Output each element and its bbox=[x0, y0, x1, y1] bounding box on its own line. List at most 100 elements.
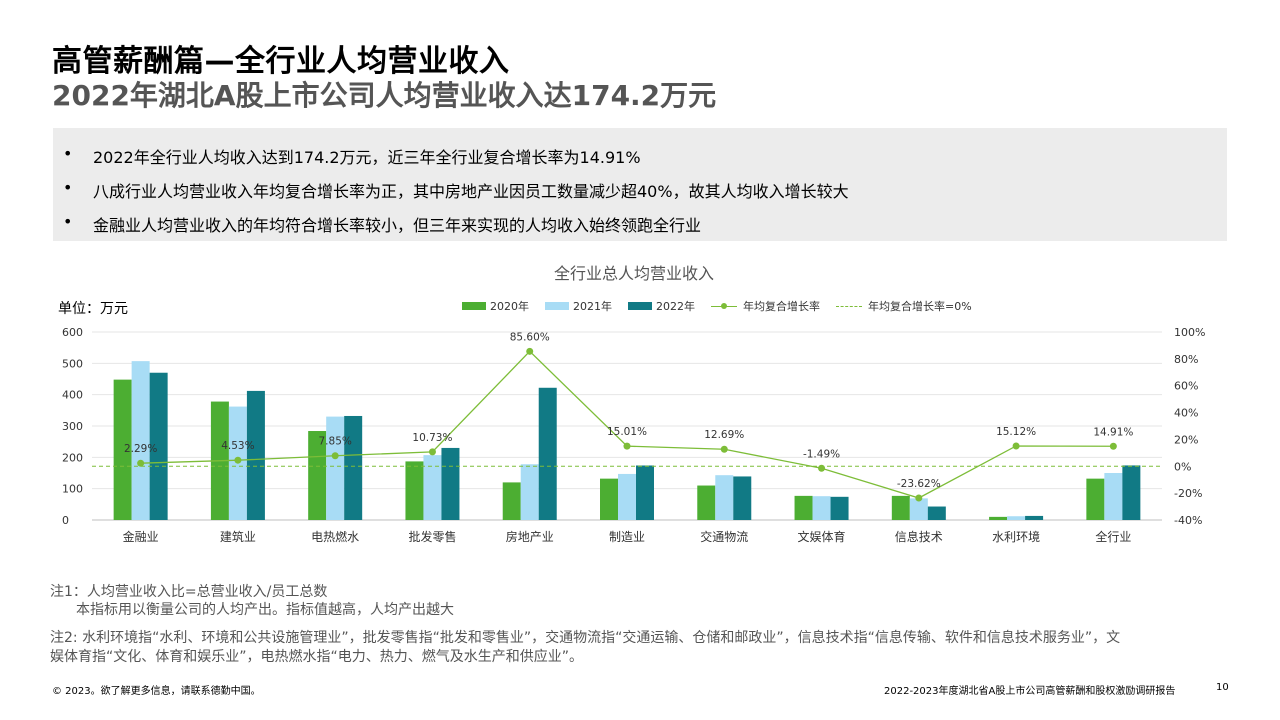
legend-swatch bbox=[628, 302, 652, 310]
legend-item-2021: 2021年 bbox=[545, 298, 612, 314]
y-right-tick-label: -40% bbox=[1174, 514, 1202, 527]
cagr-data-label: -23.62% bbox=[897, 478, 941, 490]
legend-swatch bbox=[545, 302, 569, 310]
bar-2022年 bbox=[344, 415, 363, 520]
x-category-label: 批发零售 bbox=[408, 529, 456, 544]
bar-2021年 bbox=[1007, 516, 1026, 520]
bullet-dot: • bbox=[63, 144, 73, 163]
legend-line-swatch bbox=[711, 302, 737, 310]
y-right-tick-label: 20% bbox=[1174, 433, 1198, 446]
bar-2020年 bbox=[794, 495, 813, 520]
cagr-point bbox=[331, 452, 339, 460]
note-1-line-2: 本指标用以衡量公司的人均产出。指标值越高，人均产出越大 bbox=[76, 602, 454, 618]
summary-box: • 2022年全行业人均收入达到174.2万元，近三年全行业复合增长率为14.9… bbox=[53, 128, 1227, 241]
y-right-tick-label: 0% bbox=[1174, 460, 1191, 473]
bar-2020年 bbox=[502, 482, 521, 520]
bar-2022年 bbox=[1025, 515, 1044, 520]
x-category-label: 金融业 bbox=[123, 529, 159, 544]
footer-copyright: © 2023。欲了解更多信息，请联系德勤中国。 bbox=[52, 686, 261, 697]
chart-unit-label: 单位：万元 bbox=[58, 301, 128, 317]
bar-2021年 bbox=[520, 464, 539, 520]
bullet-dot: • bbox=[63, 212, 73, 231]
y-left-tick-label: 300 bbox=[62, 420, 83, 433]
bar-2021年 bbox=[1104, 473, 1123, 520]
summary-bullet: • 2022年全行业人均收入达到174.2万元，近三年全行业复合增长率为14.9… bbox=[63, 144, 641, 168]
cagr-data-label: -1.49% bbox=[803, 448, 840, 460]
summary-bullet: • 金融业人均营业收入的年均符合增长率较小，但三年来实现的人均收入始终领跑全行业 bbox=[63, 212, 701, 236]
legend-label: 2021年 bbox=[573, 300, 612, 313]
page-number: 10 bbox=[1216, 682, 1229, 693]
legend-dash-swatch bbox=[836, 305, 862, 307]
cagr-data-label: 15.01% bbox=[607, 426, 647, 438]
note-2-line-2: 娱体育指“文化、体育和娱乐业”，电热燃水指“电力、热力、燃气及水生产和供应业”。 bbox=[50, 649, 584, 665]
y-left-tick-label: 600 bbox=[62, 326, 83, 339]
y-right-tick-label: 80% bbox=[1174, 353, 1198, 366]
page-title: 高管薪酬篇—全行业人均营业收入 bbox=[52, 44, 510, 79]
legend-item-2020: 2020年 bbox=[462, 298, 529, 314]
bullet-dot: • bbox=[63, 178, 73, 197]
legend-label: 2020年 bbox=[490, 300, 529, 313]
chart-legend: 2020年 2021年 2022年 年均复合增长率 年均复合增长率=0% bbox=[462, 298, 988, 314]
cagr-point bbox=[818, 464, 826, 472]
bar-2020年 bbox=[405, 461, 424, 520]
note-2-line-1: 注2: 水利环境指“水利、环境和公共设施管理业”，批发零售指“批发和零售业”，交… bbox=[50, 630, 1121, 646]
bar-2022年 bbox=[830, 496, 849, 520]
legend-label: 2022年 bbox=[656, 300, 695, 313]
bar-2022年 bbox=[246, 390, 265, 520]
cagr-data-label: 12.69% bbox=[704, 429, 744, 441]
cagr-data-label: 7.85% bbox=[319, 436, 352, 448]
x-category-label: 信息技术 bbox=[895, 529, 943, 544]
y-left-tick-label: 400 bbox=[62, 389, 83, 402]
x-category-label: 房地产业 bbox=[506, 529, 554, 544]
x-category-label: 全行业 bbox=[1095, 529, 1131, 544]
bar-2020年 bbox=[308, 431, 327, 520]
bar-2020年 bbox=[891, 495, 910, 520]
bar-2021年 bbox=[131, 361, 150, 520]
bar-2022年 bbox=[149, 372, 168, 520]
bar-2022年 bbox=[441, 447, 460, 520]
summary-text: 八成行业人均营业收入年均复合增长率为正，其中房地产业因员工数量减少超40%，故其… bbox=[93, 182, 849, 201]
cagr-point bbox=[428, 448, 436, 456]
y-left-tick-label: 100 bbox=[62, 483, 83, 496]
cagr-data-label: 14.91% bbox=[1093, 426, 1133, 438]
summary-bullet: • 八成行业人均营业收入年均复合增长率为正，其中房地产业因员工数量减少超40%，… bbox=[63, 178, 849, 202]
y-right-tick-label: 60% bbox=[1174, 380, 1198, 393]
cagr-point bbox=[623, 442, 631, 450]
x-category-label: 文娱体育 bbox=[798, 529, 846, 544]
bar-2020年 bbox=[1086, 478, 1105, 520]
summary-text: 2022年全行业人均收入达到174.2万元，近三年全行业复合增长率为14.91% bbox=[93, 148, 641, 167]
summary-text: 金融业人均营业收入的年均符合增长率较小，但三年来实现的人均收入始终领跑全行业 bbox=[93, 216, 702, 235]
x-category-label: 水利环境 bbox=[992, 529, 1040, 544]
y-right-tick-label: 100% bbox=[1174, 326, 1205, 339]
y-left-tick-label: 0 bbox=[62, 514, 69, 527]
legend-label: 年均复合增长率 bbox=[743, 300, 820, 313]
bar-2021年 bbox=[715, 475, 734, 520]
bar-2022年 bbox=[733, 476, 752, 520]
legend-item-cagr: 年均复合增长率 bbox=[711, 298, 820, 314]
cagr-point bbox=[1012, 442, 1020, 450]
cagr-point bbox=[1109, 442, 1117, 450]
cagr-point bbox=[720, 445, 728, 453]
x-category-label: 建筑业 bbox=[220, 529, 256, 544]
cagr-data-label: 4.53% bbox=[221, 440, 254, 452]
y-right-tick-label: -20% bbox=[1174, 487, 1202, 500]
cagr-data-label: 15.12% bbox=[996, 426, 1036, 438]
bar-2022年 bbox=[538, 387, 557, 520]
cagr-data-label: 2.29% bbox=[124, 443, 157, 455]
cagr-point bbox=[526, 347, 534, 355]
bar-2022年 bbox=[1122, 465, 1141, 520]
bar-2020年 bbox=[989, 516, 1008, 520]
bar-2022年 bbox=[636, 465, 654, 520]
note-1-line-1: 注1：人均营业收入比=总营业收入/员工总数 bbox=[50, 584, 328, 600]
chart-title: 全行业总人均营业收入 bbox=[553, 264, 714, 283]
bar-2020年 bbox=[600, 478, 618, 520]
legend-item-2022: 2022年 bbox=[628, 298, 695, 314]
cagr-data-label: 10.73% bbox=[412, 432, 452, 444]
cagr-point bbox=[915, 494, 923, 502]
y-left-tick-label: 200 bbox=[62, 451, 83, 464]
legend-item-zero-line: 年均复合增长率=0% bbox=[836, 298, 972, 314]
y-left-tick-label: 500 bbox=[62, 357, 83, 370]
chart-plot: 0 100 200 300 400 500 600 -40% -20% 0% 20% 40% 60% 80… bbox=[62, 326, 1205, 544]
page-subtitle: 2022年湖北A股上市公司人均营业收入达174.2万元 bbox=[52, 79, 717, 112]
footer-report-title: 2022-2023年度湖北省A股上市公司高管薪酬和股权激励调研报告 bbox=[884, 686, 1176, 697]
